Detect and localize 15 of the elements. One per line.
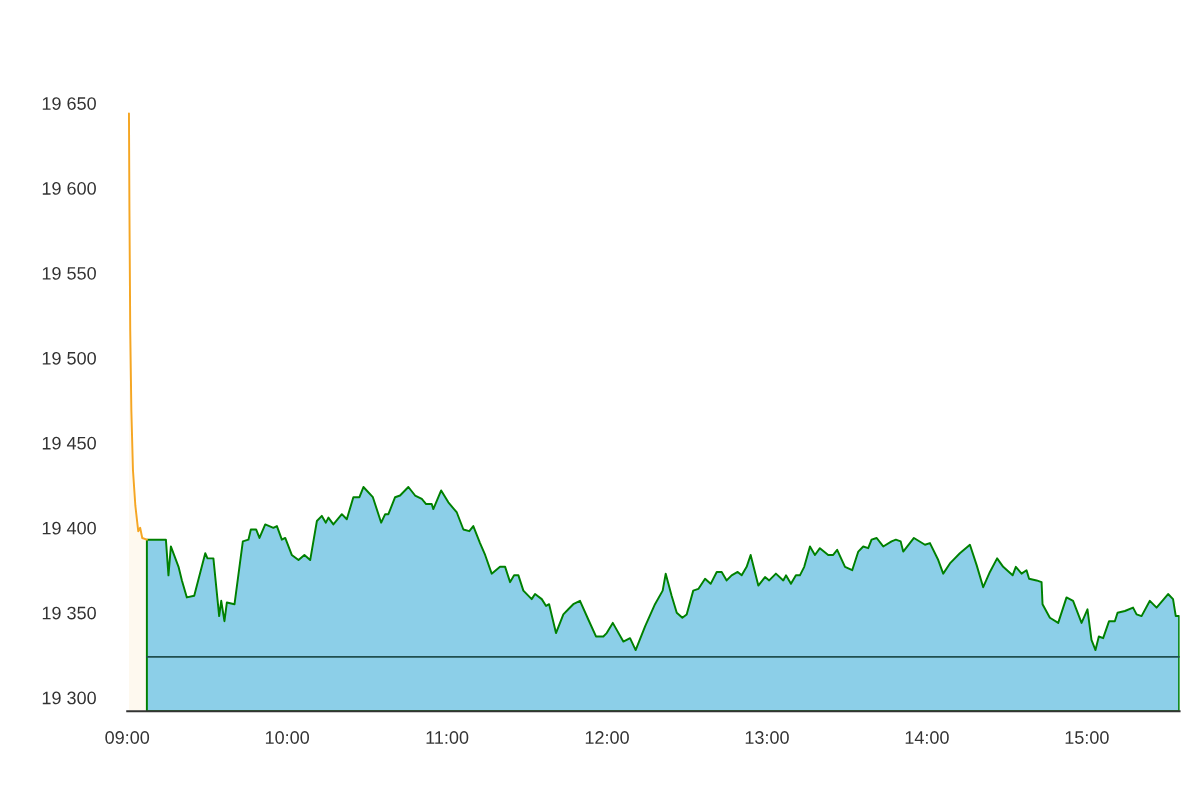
- y-tick-label: 19 600: [42, 182, 96, 195]
- x-tick-label: 09:00: [105, 731, 150, 744]
- y-tick-label: 19 550: [42, 266, 96, 280]
- x-tick-label: 14:00: [905, 731, 949, 744]
- x-tick-label: 10:00: [265, 731, 310, 744]
- y-tick-label: 19 650: [42, 97, 96, 110]
- y-tick-label: 19 400: [42, 521, 96, 535]
- x-tick-label: 11:00: [426, 731, 469, 744]
- y-tick-label: 19 450: [42, 436, 96, 450]
- y-tick-label: 19 350: [42, 606, 96, 620]
- y-tick-label: 19 500: [42, 351, 96, 365]
- x-tick-label: 15:00: [1065, 731, 1109, 744]
- y-tick-label: 19 300: [42, 691, 96, 705]
- x-tick-label: 13:00: [745, 731, 789, 744]
- x-tick-label: 12:00: [585, 731, 629, 744]
